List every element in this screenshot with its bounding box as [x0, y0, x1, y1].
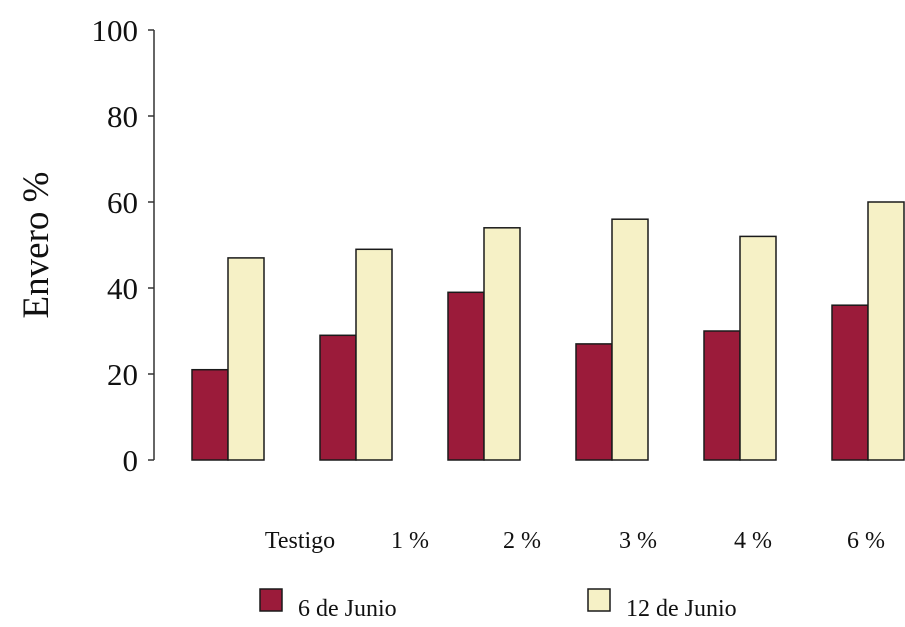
y-tick-label: 0 — [123, 443, 139, 478]
y-tick-label: 40 — [107, 271, 138, 306]
x-tick-label: Testigo — [265, 528, 335, 554]
category-labels: Testigo 1 % 2 % 3 % 4 % 6 % — [265, 528, 885, 554]
x-tick-label: 4 % — [734, 528, 772, 554]
bar-series-1 — [831, 304, 869, 461]
bar-series-2 — [739, 235, 777, 461]
legend-swatch — [259, 588, 283, 612]
bar-series-2 — [227, 257, 265, 461]
x-tick-label: 6 % — [847, 528, 885, 554]
bar-series-2 — [355, 248, 393, 461]
y-ticks: 0 20 40 60 80 100 — [92, 13, 154, 478]
legend: 6 de Junio 12 de Junio — [259, 588, 737, 622]
y-tick-label: 100 — [92, 13, 139, 48]
legend-label: 12 de Junio — [626, 596, 737, 622]
x-tick-label: 3 % — [619, 528, 657, 554]
y-tick-label: 60 — [107, 185, 138, 220]
bar-series-2 — [867, 201, 905, 461]
bar-series-1 — [703, 330, 741, 461]
x-tick-label: 2 % — [503, 528, 541, 554]
x-tick-label: 1 % — [391, 528, 429, 554]
legend-swatch — [587, 588, 611, 612]
bars — [191, 201, 905, 461]
y-tick-label: 80 — [107, 99, 138, 134]
y-axis-label: Envero % — [16, 172, 57, 319]
bar-series-1 — [447, 291, 485, 461]
bar-series-1 — [191, 368, 229, 461]
bar-series-1 — [319, 334, 357, 461]
bar-series-2 — [483, 227, 521, 461]
legend-label: 6 de Junio — [298, 596, 397, 622]
bar-series-1 — [575, 343, 613, 461]
bar-series-2 — [611, 218, 649, 461]
y-tick-label: 20 — [107, 357, 138, 392]
